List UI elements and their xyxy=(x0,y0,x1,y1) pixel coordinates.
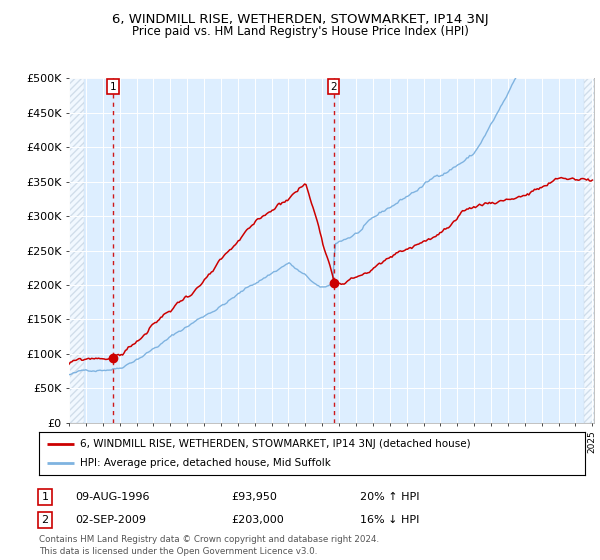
Text: 6, WINDMILL RISE, WETHERDEN, STOWMARKET, IP14 3NJ: 6, WINDMILL RISE, WETHERDEN, STOWMARKET,… xyxy=(112,13,488,26)
Text: 2: 2 xyxy=(330,82,337,92)
Text: Price paid vs. HM Land Registry's House Price Index (HPI): Price paid vs. HM Land Registry's House … xyxy=(131,25,469,38)
Text: £93,950: £93,950 xyxy=(231,492,277,502)
Text: 1: 1 xyxy=(110,82,116,92)
Text: 09-AUG-1996: 09-AUG-1996 xyxy=(75,492,149,502)
Text: HPI: Average price, detached house, Mid Suffolk: HPI: Average price, detached house, Mid … xyxy=(80,459,331,468)
Text: 1: 1 xyxy=(41,492,49,502)
Text: 2: 2 xyxy=(41,515,49,525)
Text: 6, WINDMILL RISE, WETHERDEN, STOWMARKET, IP14 3NJ (detached house): 6, WINDMILL RISE, WETHERDEN, STOWMARKET,… xyxy=(80,439,470,449)
Text: 16% ↓ HPI: 16% ↓ HPI xyxy=(360,515,419,525)
Text: 02-SEP-2009: 02-SEP-2009 xyxy=(75,515,146,525)
Text: Contains HM Land Registry data © Crown copyright and database right 2024.
This d: Contains HM Land Registry data © Crown c… xyxy=(39,535,379,556)
Text: 20% ↑ HPI: 20% ↑ HPI xyxy=(360,492,419,502)
Text: £203,000: £203,000 xyxy=(231,515,284,525)
